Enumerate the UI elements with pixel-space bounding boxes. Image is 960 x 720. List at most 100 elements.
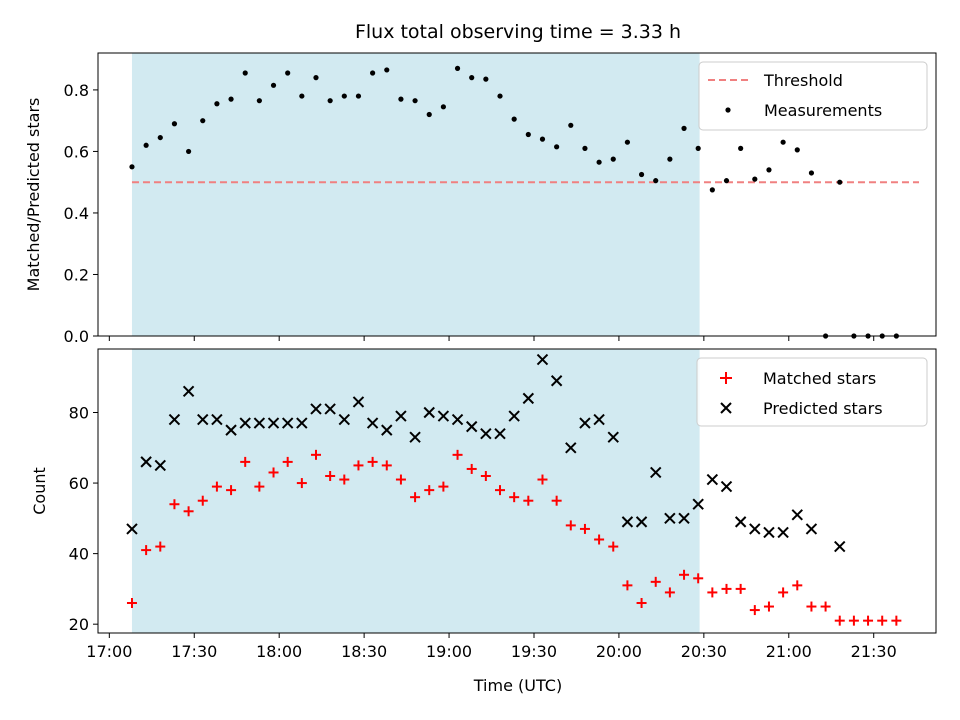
- matched-stars-point: [268, 467, 279, 478]
- matched-stars-point: [636, 598, 647, 609]
- measurement-point: [568, 122, 574, 128]
- predicted-stars-point: [734, 516, 747, 528]
- predicted-stars-point: [168, 413, 181, 426]
- matched-stars-point: [537, 474, 548, 485]
- matched-stars-point: [466, 463, 477, 474]
- matched-stars-point: [339, 474, 350, 485]
- predicted-stars-point: [296, 417, 308, 429]
- top-y-axis-label: Matched/Predicted stars: [24, 98, 43, 292]
- predicted-stars-point: [395, 410, 407, 422]
- chart-title: Flux total observing time = 3.33 h: [355, 21, 681, 43]
- predicted-stars-point: [621, 516, 634, 528]
- x-tick-label: 18:00: [256, 642, 302, 661]
- top-y-tick-label: 0.6: [64, 142, 89, 161]
- matched-stars-point: [735, 583, 746, 594]
- matched-stars-point: [438, 481, 449, 492]
- x-axis-label: Time (UTC): [473, 676, 562, 695]
- measurement-point: [638, 171, 645, 178]
- bottom-panel: 20 40 60 80 17:00 17:30 18:00 18:30 19:00 19:30 2…: [30, 348, 937, 695]
- predicted-stars-point: [720, 480, 733, 493]
- predicted-stars-point: [678, 512, 690, 525]
- legend-measurements-label: Measurements: [764, 101, 882, 120]
- matched-stars-point: [254, 481, 265, 492]
- matched-stars-point: [367, 456, 378, 467]
- predicted-stars-point: [536, 353, 549, 366]
- predicted-stars-point: [225, 424, 237, 436]
- matched-stars-point: [495, 485, 506, 496]
- predicted-stars-point: [381, 424, 393, 436]
- legend-matched-label: Matched stars: [763, 369, 876, 388]
- predicted-stars-point: [409, 431, 421, 443]
- matched-stars-point: [523, 495, 534, 506]
- measurement-point: [582, 145, 588, 151]
- matched-stars-point: [792, 580, 803, 591]
- matched-stars-point: [622, 580, 633, 591]
- measurement-point: [766, 167, 772, 173]
- measurement-point: [185, 148, 192, 155]
- measurement-point: [837, 179, 843, 185]
- measurement-point: [794, 147, 800, 153]
- measurement-point: [214, 101, 220, 107]
- measurement-point: [624, 139, 631, 145]
- top-y-tick-label: 0.4: [64, 204, 89, 223]
- matched-stars-point: [310, 449, 321, 460]
- measurement-point: [511, 116, 517, 122]
- matched-stars-point: [183, 506, 194, 517]
- bot-y-tick-label: 80: [69, 404, 89, 423]
- matched-stars-point: [452, 449, 463, 460]
- matched-stars-point: [848, 615, 859, 626]
- measurement-point: [780, 139, 786, 145]
- predicted-stars-point: [805, 523, 818, 535]
- measurement-point: [426, 111, 432, 118]
- x-tick-label: 17:00: [86, 642, 132, 661]
- legend-predicted-label: Predicted stars: [763, 399, 883, 418]
- predicted-stars-point: [197, 413, 209, 426]
- measurement-point: [228, 96, 234, 102]
- predicted-stars-point: [480, 427, 492, 440]
- matched-stars-point: [579, 523, 590, 534]
- predicted-stars-point: [777, 526, 789, 539]
- matched-stars-point: [551, 495, 562, 506]
- predicted-stars-point: [126, 523, 138, 535]
- x-tick-label: 21:00: [766, 642, 812, 661]
- matched-stars-point: [778, 587, 789, 598]
- measurement-point: [143, 142, 149, 148]
- top-panel: Flux total observing time = 3.33 h 0.0 0.…: [24, 21, 937, 346]
- matched-stars-point: [594, 534, 605, 545]
- predicted-stars-point: [366, 417, 379, 429]
- matched-stars-point: [395, 474, 406, 485]
- legend-threshold-label: Threshold: [763, 71, 843, 90]
- predicted-stars-point: [437, 410, 450, 422]
- measurement-point: [299, 93, 305, 99]
- top-y-tick-label: 0.8: [64, 81, 89, 100]
- matched-stars-point: [707, 587, 718, 598]
- matched-stars-point: [721, 583, 732, 594]
- top-legend: Threshold Measurements: [698, 61, 928, 131]
- predicted-stars-point: [154, 459, 166, 472]
- bottom-y-axis-label: Count: [30, 467, 49, 515]
- matched-stars-point: [197, 495, 208, 506]
- predicted-stars-point: [508, 410, 520, 422]
- predicted-stars-point: [664, 512, 676, 525]
- measurement-point: [483, 76, 489, 82]
- predicted-stars-point: [834, 540, 846, 553]
- measurement-point: [440, 104, 446, 110]
- predicted-stars-point: [140, 456, 152, 468]
- matched-stars-point: [863, 615, 874, 626]
- predicted-stars-point: [706, 473, 719, 486]
- predicted-stars-point: [550, 375, 563, 387]
- top-y-tick-label: 0.0: [64, 327, 89, 346]
- predicted-stars-point: [267, 417, 280, 429]
- matched-stars-point: [480, 471, 491, 482]
- matched-stars-point: [509, 492, 520, 503]
- predicted-stars-point: [763, 526, 775, 539]
- measurement-point: [341, 93, 347, 99]
- legend-matched-swatch: [720, 372, 732, 384]
- predicted-stars-point: [607, 431, 619, 443]
- measurement-point: [384, 67, 390, 73]
- matched-stars-point: [693, 573, 704, 584]
- predicted-stars-point: [565, 442, 577, 454]
- matched-stars-point: [155, 541, 166, 552]
- measurement-point: [398, 96, 404, 102]
